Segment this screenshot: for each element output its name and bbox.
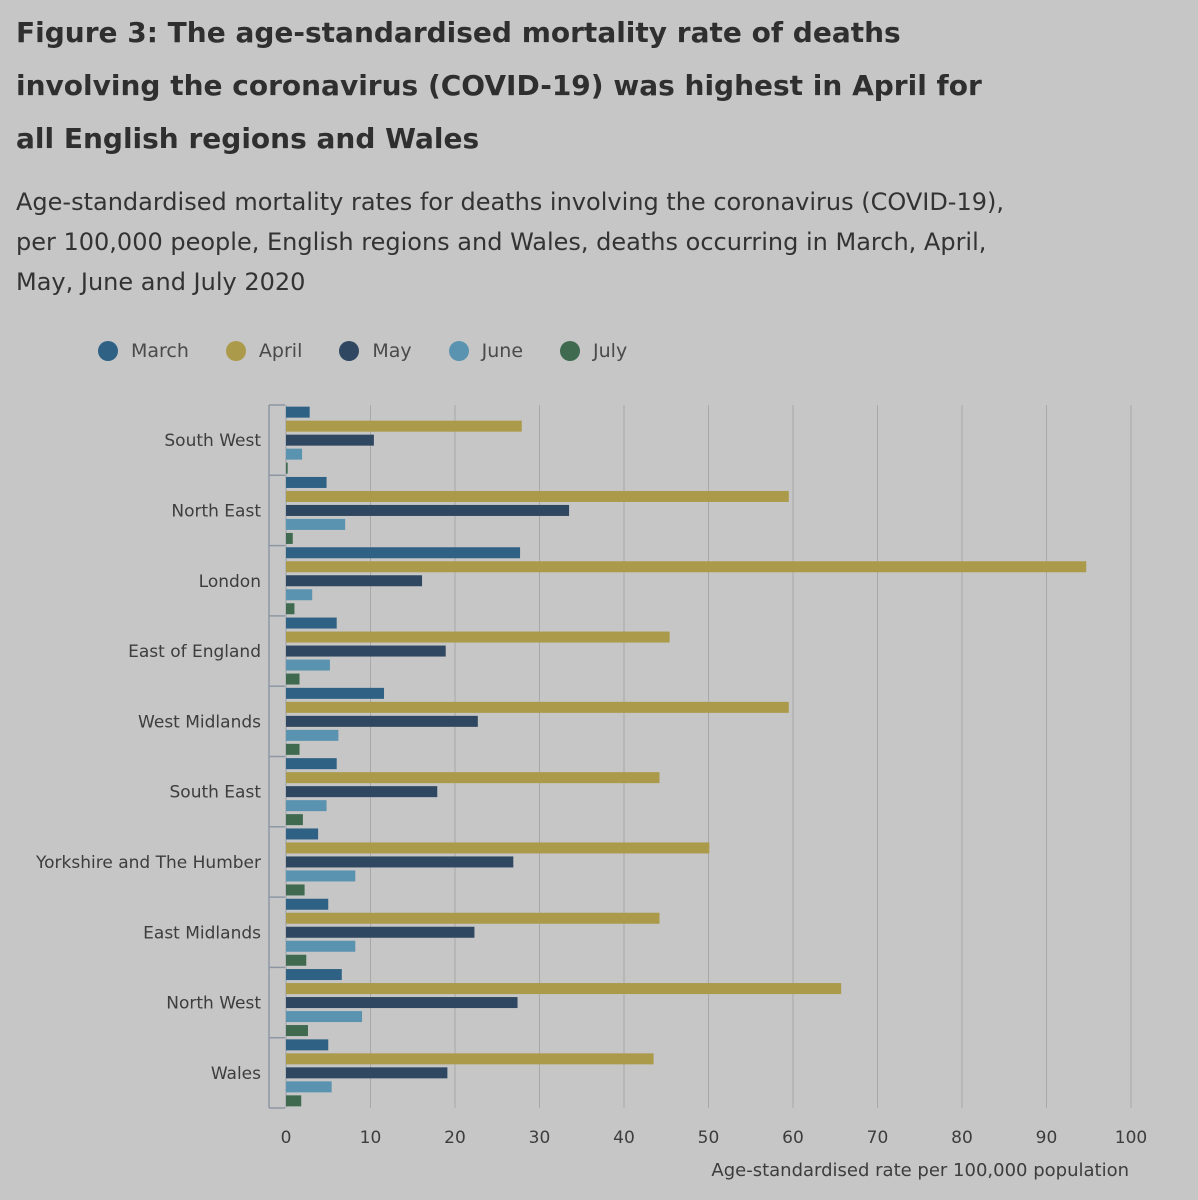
bar-chart: South West North East London East of Englan…: [0, 390, 1198, 1190]
legend-dot-june: [449, 341, 469, 361]
category-label: South West: [164, 431, 261, 451]
chart-subtitle: Age-standardised mortality rates for dea…: [16, 182, 1006, 302]
x-tick-label: 20: [444, 1128, 466, 1148]
legend-item-june[interactable]: June: [449, 340, 523, 362]
x-tick-label: 30: [529, 1128, 551, 1148]
legend-dot-july: [560, 341, 580, 361]
bar-south-east-june: [286, 800, 327, 811]
x-tick-label: 90: [1036, 1128, 1058, 1148]
bar-yorkshire-and-the-humber-march: [286, 828, 318, 839]
x-tick-label: 80: [951, 1128, 973, 1148]
bar-east-midlands-june: [286, 941, 355, 952]
bar-east-midlands-may: [286, 927, 474, 938]
category-label: North East: [171, 501, 261, 521]
bar-north-west-june: [286, 1011, 362, 1022]
bar-london-march: [286, 547, 520, 558]
bar-london-july: [286, 603, 294, 614]
x-tick-label: 60: [782, 1128, 804, 1148]
x-axis-title: Age-standardised rate per 100,000 popula…: [711, 1160, 1129, 1181]
bar-wales-april: [286, 1053, 654, 1064]
bar-wales-may: [286, 1067, 447, 1078]
bar-london-june: [286, 589, 312, 600]
legend-item-april[interactable]: April: [226, 340, 302, 362]
bar-south-east-april: [286, 772, 659, 783]
bar-south-east-july: [286, 814, 303, 825]
bar-east-of-england-march: [286, 618, 337, 629]
legend: March April May June July: [98, 336, 664, 366]
bar-south-west-may: [286, 435, 374, 446]
bar-wales-july: [286, 1095, 301, 1106]
bar-east-midlands-july: [286, 955, 306, 966]
bar-west-midlands-march: [286, 688, 384, 699]
legend-label-july: July: [593, 340, 627, 362]
bar-west-midlands-june: [286, 730, 338, 741]
bar-yorkshire-and-the-humber-july: [286, 884, 305, 895]
legend-label-april: April: [259, 340, 302, 362]
bar-london-april: [286, 561, 1086, 572]
bar-west-midlands-july: [286, 744, 300, 755]
legend-dot-may: [339, 341, 359, 361]
x-tick-label: 0: [281, 1128, 292, 1148]
category-label: London: [199, 572, 261, 592]
x-tick-label: 70: [867, 1128, 889, 1148]
bar-south-west-july: [286, 463, 288, 474]
bar-south-east-march: [286, 758, 337, 769]
category-label: Yorkshire and The Humber: [35, 853, 261, 873]
bar-north-east-march: [286, 477, 327, 488]
legend-label-june: June: [482, 340, 523, 362]
bar-west-midlands-april: [286, 702, 789, 713]
bar-south-west-june: [286, 449, 302, 460]
bar-london-may: [286, 575, 422, 586]
chart-title: Figure 3: The age-standardised mortality…: [16, 6, 1016, 165]
x-tick-label: 50: [698, 1128, 720, 1148]
bar-north-east-june: [286, 519, 345, 530]
x-tick-label: 40: [613, 1128, 635, 1148]
legend-label-may: May: [372, 340, 411, 362]
bar-east-midlands-april: [286, 913, 659, 924]
bar-south-west-april: [286, 421, 522, 432]
bar-north-west-april: [286, 983, 841, 994]
category-label: Wales: [211, 1064, 261, 1084]
bar-north-east-april: [286, 491, 789, 502]
bar-north-west-march: [286, 969, 342, 980]
bar-east-of-england-july: [286, 674, 300, 685]
category-label: South East: [170, 783, 262, 803]
legend-item-july[interactable]: July: [560, 340, 627, 362]
x-tick-label: 100: [1115, 1128, 1147, 1148]
bar-west-midlands-may: [286, 716, 478, 727]
bar-south-east-may: [286, 786, 437, 797]
bar-north-west-july: [286, 1025, 308, 1036]
bar-yorkshire-and-the-humber-may: [286, 856, 513, 867]
bar-east-midlands-march: [286, 899, 328, 910]
legend-dot-april: [226, 341, 246, 361]
category-label: North West: [166, 994, 261, 1014]
bar-east-of-england-june: [286, 660, 330, 671]
bar-north-west-may: [286, 997, 518, 1008]
bar-south-west-march: [286, 407, 310, 418]
legend-label-march: March: [131, 340, 189, 362]
legend-dot-march: [98, 341, 118, 361]
bar-north-east-may: [286, 505, 569, 516]
bar-east-of-england-may: [286, 646, 446, 657]
legend-item-march[interactable]: March: [98, 340, 189, 362]
bar-yorkshire-and-the-humber-april: [286, 842, 709, 853]
bar-wales-june: [286, 1081, 332, 1092]
legend-item-may[interactable]: May: [339, 340, 411, 362]
bar-east-of-england-april: [286, 632, 670, 643]
category-label: East Midlands: [143, 923, 261, 943]
bar-yorkshire-and-the-humber-june: [286, 870, 355, 881]
category-label: East of England: [128, 642, 261, 662]
category-label: West Midlands: [138, 712, 261, 732]
bar-north-east-july: [286, 533, 293, 544]
x-tick-label: 10: [360, 1128, 382, 1148]
bar-wales-march: [286, 1039, 328, 1050]
